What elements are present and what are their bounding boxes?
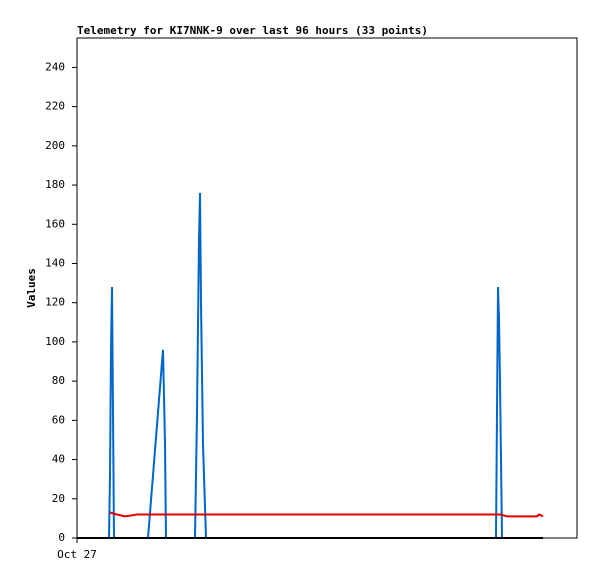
y-axis-label: Values <box>25 268 38 308</box>
y-tick-label: 20 <box>52 492 65 505</box>
series-line <box>108 192 503 539</box>
x-tick-label: Oct 27 <box>57 548 97 561</box>
y-tick-label: 160 <box>45 217 65 230</box>
series-line <box>109 511 544 518</box>
chart-title: Telemetry for KI7NNK-9 over last 96 hour… <box>77 24 428 37</box>
y-tick-label: 120 <box>45 296 65 309</box>
y-tick-label: 80 <box>52 374 65 387</box>
y-tick-label: 60 <box>52 413 65 426</box>
y-tick-label: 200 <box>45 139 65 152</box>
y-tick-label: 140 <box>45 256 65 269</box>
y-tick-label: 180 <box>45 178 65 191</box>
y-tick-label: 220 <box>45 100 65 113</box>
y-tick-label: 40 <box>52 453 65 466</box>
y-tick-label: 0 <box>58 531 65 544</box>
y-tick-label: 100 <box>45 335 65 348</box>
y-tick-label: 240 <box>45 60 65 73</box>
